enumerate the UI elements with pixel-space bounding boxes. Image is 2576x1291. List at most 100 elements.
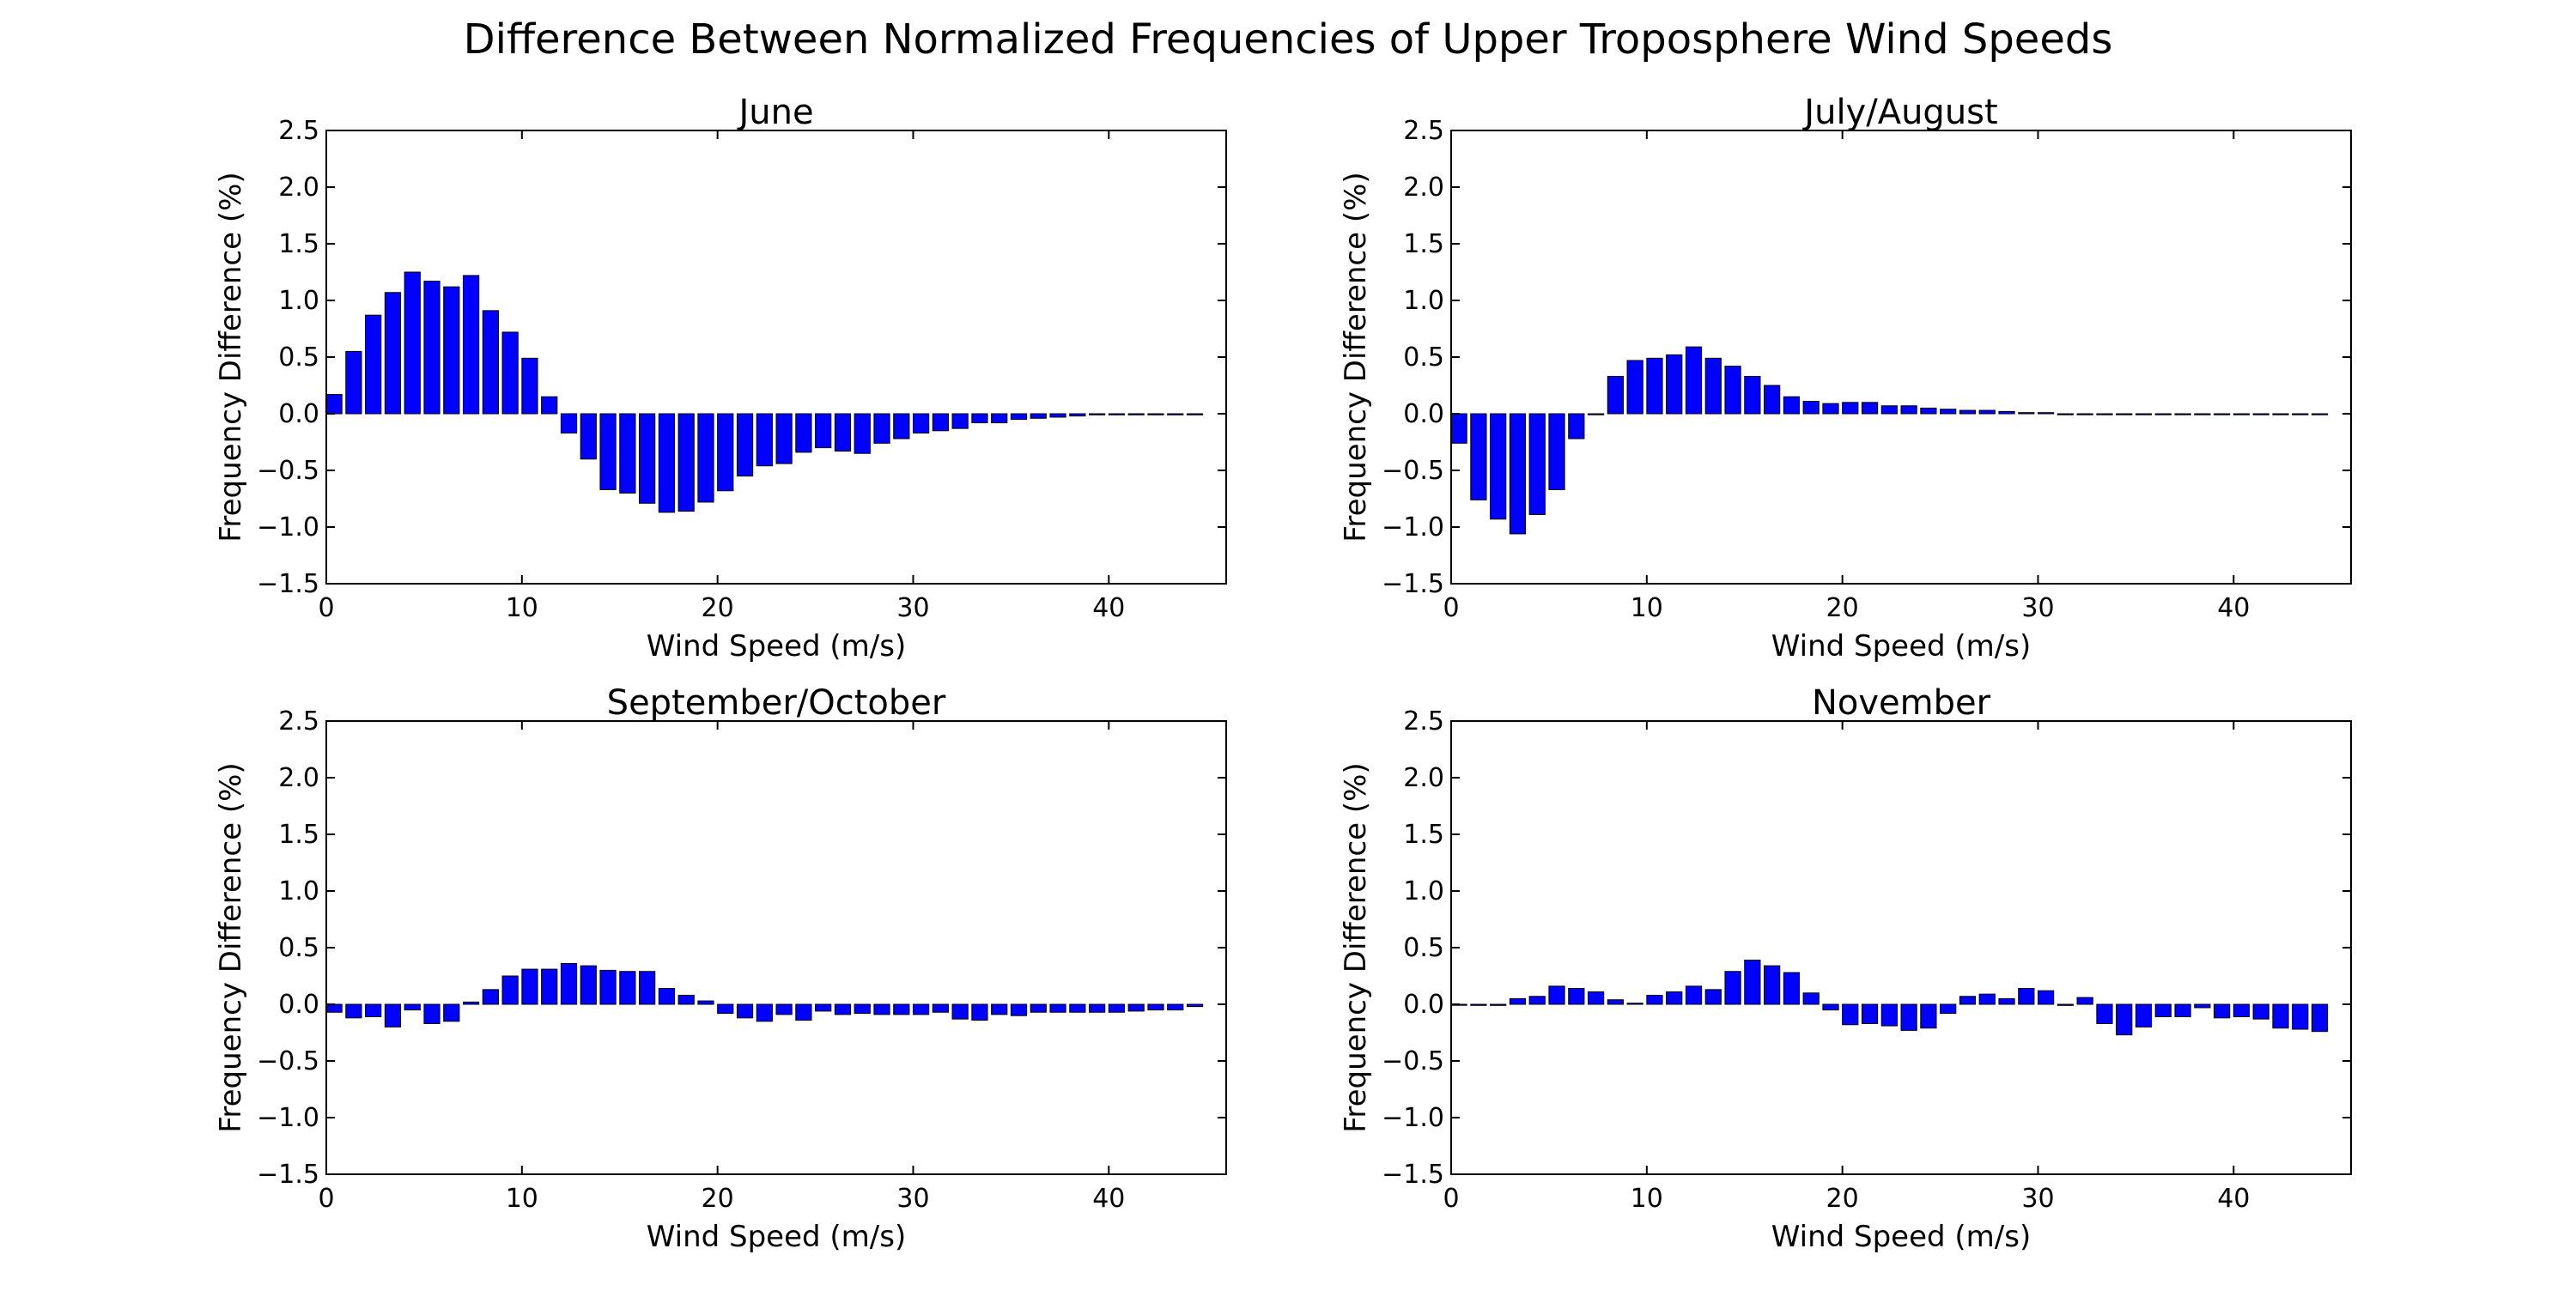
bar	[404, 1003, 421, 1011]
subplot-title: November	[1812, 683, 1991, 723]
bar	[325, 394, 343, 415]
bar	[2214, 413, 2231, 415]
bar	[854, 413, 871, 454]
bar	[677, 413, 695, 512]
bar	[2252, 413, 2269, 415]
x-tick-label: 30	[896, 593, 929, 623]
bar	[2233, 413, 2251, 415]
bar	[2037, 412, 2055, 415]
bar	[1548, 985, 1565, 1005]
bar	[345, 1003, 362, 1019]
bar	[2076, 413, 2093, 415]
bar	[1127, 1003, 1145, 1012]
bar	[658, 988, 676, 1005]
figure-title: Difference Between Normalized Frequencie…	[463, 15, 2113, 64]
bar	[1880, 405, 1898, 415]
bar	[1920, 1003, 1937, 1029]
bar	[1764, 965, 1781, 1005]
y-tick-label: −1.0	[1382, 1103, 1444, 1133]
bar	[951, 413, 969, 429]
x-tick-label: 0	[318, 1184, 334, 1214]
subplot-4: 0 10 20 30 40 −1.5 −1.0 −0.5 0.0 0.5 1.0 1.5 2.0 2.5 N…	[1339, 683, 2352, 1254]
y-tick-label: 2.5	[278, 706, 319, 736]
x-tick-label: 0	[1443, 593, 1459, 623]
x-tick-label: 20	[702, 1184, 734, 1214]
bar	[1450, 413, 1467, 444]
bar	[1666, 991, 1683, 1005]
bar	[580, 965, 597, 1005]
bar	[893, 1003, 910, 1015]
bar	[1861, 1003, 1879, 1024]
y-tick-label: 1.0	[278, 876, 319, 906]
bar	[912, 413, 930, 433]
axes-frame	[325, 130, 1227, 585]
bar	[1685, 346, 1703, 415]
bar	[1842, 402, 1859, 415]
bar	[971, 1003, 988, 1021]
bar	[893, 413, 910, 439]
bar	[462, 275, 480, 415]
bar	[2116, 1003, 2133, 1036]
bar	[1108, 1003, 1126, 1013]
bar	[1744, 375, 1761, 415]
x-tick-label: 20	[1826, 1184, 1859, 1214]
bar	[2272, 1003, 2289, 1029]
bar	[1089, 413, 1106, 415]
x-tick-label: 10	[1631, 1184, 1663, 1214]
bar	[932, 413, 949, 432]
bar	[1802, 400, 1820, 415]
bar	[951, 1003, 969, 1020]
bar	[1940, 1003, 1957, 1015]
x-axis-label: Wind Speed (m/s)	[1771, 629, 2031, 664]
bar	[697, 1000, 714, 1005]
y-tick-label: 1.5	[278, 820, 319, 850]
bar	[1049, 413, 1066, 418]
bar	[1900, 405, 1917, 415]
y-tick-label: 1.5	[1403, 820, 1444, 850]
y-tick-label: 2.0	[1403, 763, 1444, 793]
bar	[1920, 407, 1937, 415]
bar	[2174, 1003, 2191, 1018]
bar	[1822, 1003, 1839, 1011]
bar	[873, 413, 890, 444]
bar	[1509, 997, 1527, 1005]
bar	[1147, 413, 1164, 415]
bar	[521, 968, 538, 1005]
bar	[1704, 989, 1722, 1005]
bar	[2135, 413, 2153, 415]
y-tick-label: 2.5	[1403, 116, 1444, 146]
bar	[1607, 999, 1624, 1005]
bar	[736, 1003, 754, 1019]
bar	[560, 962, 578, 1005]
bar	[443, 286, 460, 415]
y-tick-label: −1.5	[1382, 1160, 1444, 1190]
bar	[1842, 1003, 1859, 1026]
y-axis-label: Frequency Difference (%)	[214, 762, 248, 1132]
bar	[2272, 413, 2289, 415]
bar	[482, 310, 499, 415]
bar	[423, 1003, 440, 1024]
x-tick-label: 30	[896, 1184, 929, 1214]
bar	[1959, 996, 1977, 1005]
y-tick-label: −1.0	[1382, 512, 1444, 542]
bar	[1490, 413, 1507, 520]
bar	[717, 413, 734, 492]
bar	[1940, 409, 1957, 415]
bar	[1186, 1003, 1204, 1008]
bar	[2018, 988, 2035, 1005]
subplot-1: 0 10 20 30 40 −1.5 −1.0 −0.5 0.0 0.5 1.0 1.5 2.0 2.5 J…	[214, 93, 1227, 664]
bar	[736, 413, 754, 477]
y-tick-label: −1.5	[257, 569, 319, 599]
bar	[991, 413, 1008, 424]
bar	[365, 1003, 382, 1018]
bar	[1069, 1003, 1086, 1013]
x-tick-label: 0	[1443, 1184, 1459, 1214]
bar	[560, 413, 578, 433]
bar	[1646, 994, 1663, 1005]
y-tick-label: −0.5	[257, 456, 319, 486]
bar	[482, 989, 499, 1005]
y-tick-label: 0.0	[278, 990, 319, 1020]
bar	[1704, 357, 1722, 415]
bar	[1030, 413, 1047, 419]
bar	[1528, 413, 1546, 515]
